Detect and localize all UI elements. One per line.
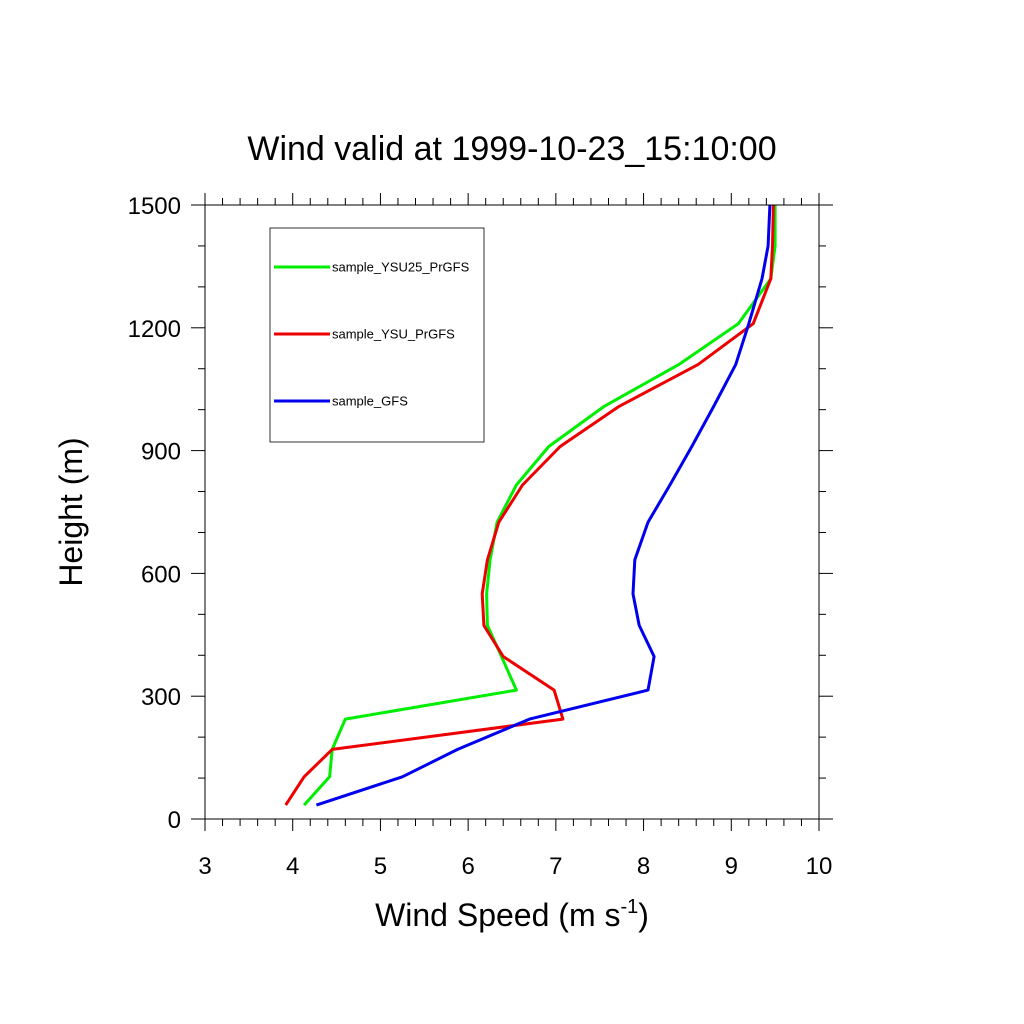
y-tick-label: 1200	[128, 316, 181, 343]
y-tick-label: 300	[141, 684, 181, 711]
x-tick-label: 4	[286, 853, 299, 880]
data-series	[284, 204, 777, 807]
legend-label: sample_GFS	[332, 394, 408, 409]
x-axis-label-main: Wind Speed (m s	[375, 897, 620, 933]
legend: sample_YSU25_PrGFS sample_YSU_PrGFSsample…	[269, 227, 485, 443]
legend-label: sample_YSU25_PrGFS	[332, 260, 470, 275]
y-tick-label: 900	[141, 439, 181, 466]
chart-title: Wind valid at 1999-10-23_15:10:00	[247, 130, 776, 168]
x-axis-label: Wind Speed (m s-1)	[375, 896, 649, 933]
series-line	[284, 204, 775, 806]
x-tick-label: 10	[806, 853, 833, 880]
x-axis-label-superscript: -1	[620, 896, 638, 918]
y-tick-label: 0	[168, 807, 181, 834]
y-tick-label: 1500	[128, 193, 181, 220]
y-axis-label: Height (m)	[53, 437, 89, 586]
x-tick-label: 7	[549, 853, 562, 880]
y-axis-label-group: Height (m)	[53, 437, 89, 586]
legend-label: sample_YSU_PrGFS	[332, 327, 455, 342]
x-tick-label: 9	[725, 853, 738, 880]
x-tick-label: 8	[637, 853, 650, 880]
plot-frame	[204, 204, 820, 820]
x-tick-label: 3	[198, 853, 211, 880]
x-axis-label-suffix: )	[638, 897, 649, 933]
x-tick-label: 6	[461, 853, 474, 880]
x-tick-label: 5	[374, 853, 387, 880]
y-tick-label: 600	[141, 561, 181, 588]
axis-ticks: 3 4 5 6 7 8 9 10 0 300 600 900 1200 1500	[128, 193, 833, 880]
series-line	[315, 204, 772, 807]
